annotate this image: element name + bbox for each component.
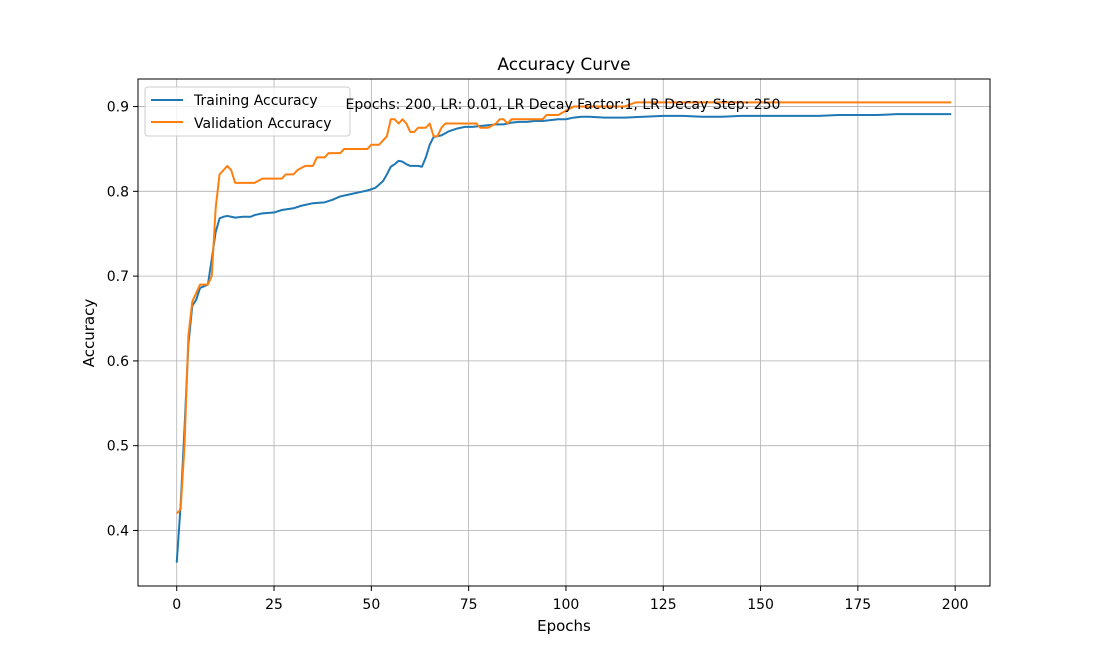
legend-box	[144, 86, 351, 137]
y-tick-label: 0.4	[107, 523, 129, 539]
y-tick-label: 0.9	[107, 100, 129, 116]
x-tick-label: 75	[460, 597, 478, 613]
series-line-training-accuracy	[175, 113, 952, 563]
y-tick-label: 0.6	[107, 354, 129, 370]
x-tick-label: 25	[265, 597, 283, 613]
series-line-validation-accuracy	[175, 101, 952, 515]
y-tick-label: 0.5	[107, 439, 129, 455]
x-axis-title: Epochs	[537, 617, 591, 635]
x-tick-label: 100	[553, 597, 580, 613]
series-layer	[175, 101, 952, 563]
legend: Training Accuracy Validation Accuracy	[144, 86, 351, 137]
x-tick-label: 0	[172, 597, 181, 613]
y-tick-label: 0.8	[107, 184, 129, 200]
legend-label-training: Training Accuracy	[193, 93, 318, 109]
x-tick-label: 125	[650, 597, 677, 613]
x-tick-label: 50	[362, 597, 380, 613]
ticks: 0 25 50 75 100 125 150 175 200 0.4 0.5 0.6 0.7 0.8 0.9	[107, 100, 969, 613]
training-settings-annotation: Epochs: 200, LR: 0.01, LR Decay Factor:1…	[346, 97, 781, 113]
x-tick-label: 175	[844, 597, 871, 613]
legend-label-validation: Validation Accuracy	[194, 116, 332, 132]
x-tick-label: 200	[942, 597, 969, 613]
chart-title: Accuracy Curve	[497, 55, 630, 75]
grid	[138, 79, 990, 586]
y-tick-label: 0.7	[107, 269, 129, 285]
plot-frame	[137, 78, 991, 587]
x-tick-label: 150	[747, 597, 774, 613]
y-axis-title: Accuracy	[80, 299, 98, 368]
